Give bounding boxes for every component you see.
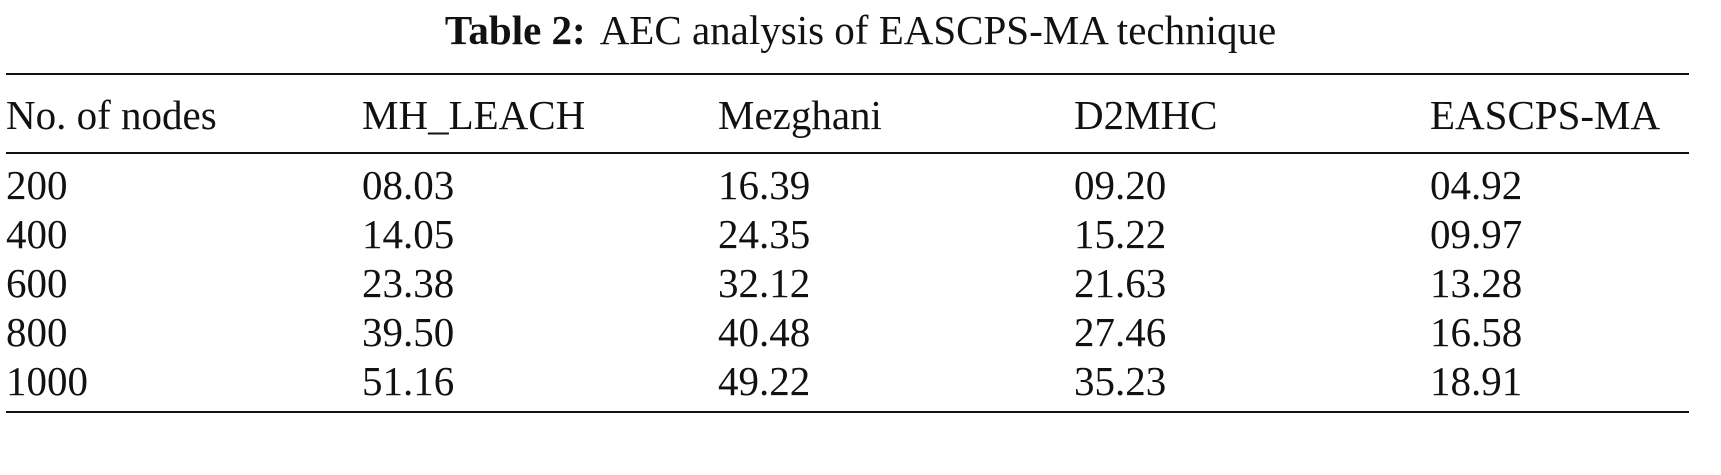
cell-nodes: 200 bbox=[6, 161, 68, 208]
table-row: 600 23.38 32.12 21.63 13.28 bbox=[6, 258, 1689, 307]
table-row: 1000 51.16 49.22 35.23 18.91 bbox=[6, 356, 1689, 412]
header-d2mhc: D2MHC bbox=[1074, 91, 1218, 138]
cell-mh-leach: 23.38 bbox=[362, 259, 455, 306]
cell-mezghani: 40.48 bbox=[718, 308, 811, 355]
cell-mh-leach: 14.05 bbox=[362, 210, 455, 257]
cell-mh-leach: 51.16 bbox=[362, 357, 455, 404]
cell-eascps-ma: 16.58 bbox=[1430, 308, 1523, 355]
cell-mezghani: 32.12 bbox=[718, 259, 811, 306]
table-row: 200 08.03 16.39 09.20 04.92 bbox=[6, 153, 1689, 209]
header-mh-leach: MH_LEACH bbox=[362, 91, 586, 138]
cell-d2mhc: 15.22 bbox=[1074, 210, 1167, 257]
cell-nodes: 1000 bbox=[6, 357, 88, 404]
cell-mezghani: 24.35 bbox=[718, 210, 811, 257]
caption-text: AEC analysis of EASCPS-MA technique bbox=[599, 7, 1277, 53]
table-header-row: No. of nodes MH_LEACH Mezghani D2MHC EAS… bbox=[6, 74, 1689, 153]
table-row: 400 14.05 24.35 15.22 09.97 bbox=[6, 209, 1689, 258]
aec-analysis-table: No. of nodes MH_LEACH Mezghani D2MHC EAS… bbox=[6, 73, 1689, 413]
header-mezghani: Mezghani bbox=[718, 91, 882, 138]
cell-mh-leach: 08.03 bbox=[362, 161, 455, 208]
cell-nodes: 600 bbox=[6, 259, 68, 306]
cell-d2mhc: 35.23 bbox=[1074, 357, 1167, 404]
table-container: No. of nodes MH_LEACH Mezghani D2MHC EAS… bbox=[6, 73, 1689, 413]
cell-nodes: 800 bbox=[6, 308, 68, 355]
cell-mh-leach: 39.50 bbox=[362, 308, 455, 355]
cell-eascps-ma: 04.92 bbox=[1430, 161, 1523, 208]
cell-nodes: 400 bbox=[6, 210, 68, 257]
header-no-of-nodes: No. of nodes bbox=[6, 91, 217, 138]
cell-mezghani: 16.39 bbox=[718, 161, 811, 208]
table-row: 800 39.50 40.48 27.46 16.58 bbox=[6, 307, 1689, 356]
cell-eascps-ma: 09.97 bbox=[1430, 210, 1523, 257]
cell-d2mhc: 27.46 bbox=[1074, 308, 1167, 355]
cell-mezghani: 49.22 bbox=[718, 357, 811, 404]
caption-label: Table 2: bbox=[444, 7, 586, 53]
header-eascps-ma: EASCPS-MA bbox=[1430, 91, 1661, 138]
cell-d2mhc: 21.63 bbox=[1074, 259, 1167, 306]
table-caption: Table 2: AEC analysis of EASCPS-MA techni… bbox=[0, 6, 1721, 54]
cell-d2mhc: 09.20 bbox=[1074, 161, 1167, 208]
cell-eascps-ma: 13.28 bbox=[1430, 259, 1523, 306]
cell-eascps-ma: 18.91 bbox=[1430, 357, 1523, 404]
